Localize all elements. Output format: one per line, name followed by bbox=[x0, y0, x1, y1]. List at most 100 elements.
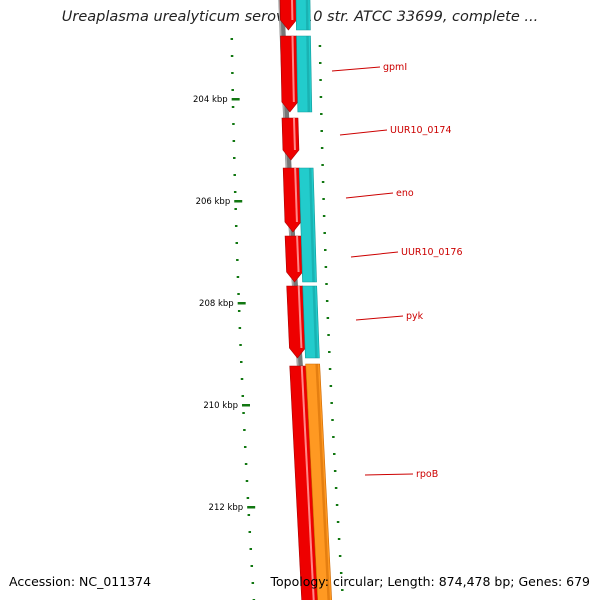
feature-band-shade bbox=[312, 285, 318, 359]
ruler-dot bbox=[234, 225, 238, 227]
feature-band-shade bbox=[315, 363, 330, 600]
inner-dot bbox=[339, 572, 343, 574]
ruler-dot bbox=[246, 497, 250, 499]
ruler-dot bbox=[232, 123, 235, 125]
inner-dot bbox=[320, 130, 323, 132]
inner-dot bbox=[319, 79, 322, 81]
cds-arrow[interactable] bbox=[286, 285, 306, 359]
label-leader bbox=[364, 473, 414, 476]
cds-arrow[interactable] bbox=[281, 117, 300, 161]
inner-dot bbox=[337, 538, 341, 540]
ruler-dot bbox=[240, 361, 243, 363]
kbp-tick bbox=[231, 98, 240, 101]
tick-dots bbox=[230, 38, 344, 600]
cds-highlight bbox=[296, 235, 300, 273]
inner-dot bbox=[326, 317, 330, 319]
gene-features bbox=[279, 0, 332, 600]
inner-dot bbox=[333, 470, 337, 472]
inner-dot bbox=[322, 198, 325, 200]
ruler-dot bbox=[236, 276, 240, 278]
inner-dot bbox=[318, 62, 322, 64]
ruler-dot bbox=[250, 565, 254, 567]
gene-label[interactable]: eno bbox=[396, 188, 414, 199]
label-leader bbox=[331, 66, 381, 72]
feature-band-shade bbox=[306, 35, 311, 113]
kbp-tick-label: 208 kbp bbox=[199, 299, 234, 309]
inner-dot bbox=[321, 181, 325, 183]
ruler-dot bbox=[234, 208, 237, 210]
inner-dot bbox=[324, 266, 328, 268]
kbp-tick-label: 210 kbp bbox=[203, 401, 238, 411]
cds-highlight bbox=[300, 365, 315, 600]
ruler-dot bbox=[244, 463, 248, 465]
label-leader bbox=[345, 192, 394, 199]
ruler-dot bbox=[233, 174, 236, 176]
ruler-dot bbox=[239, 344, 242, 346]
cds-arrow[interactable] bbox=[280, 35, 299, 113]
inner-dot bbox=[332, 436, 335, 438]
cds-arrow[interactable] bbox=[282, 167, 302, 233]
inner-dot bbox=[341, 589, 344, 591]
label-leaders bbox=[331, 66, 414, 476]
inner-dot bbox=[328, 368, 332, 370]
ruler-dot bbox=[231, 72, 234, 74]
inner-dot bbox=[320, 113, 323, 115]
ruler-dot bbox=[241, 395, 245, 397]
ruler-dot bbox=[235, 242, 239, 244]
ruler-dot bbox=[233, 157, 236, 159]
inner-dot bbox=[320, 147, 324, 149]
inner-dot bbox=[327, 334, 330, 336]
kbp-tick bbox=[241, 404, 250, 407]
accession-text: Accession: NC_011374 bbox=[9, 574, 152, 589]
label-leader bbox=[350, 251, 399, 258]
ruler-dot bbox=[243, 429, 246, 431]
inner-dot bbox=[328, 351, 331, 353]
inner-dot bbox=[325, 300, 329, 302]
gene-label[interactable]: UUR10_0176 bbox=[401, 247, 463, 258]
ruler-dot bbox=[233, 191, 237, 193]
ruler-dot bbox=[230, 38, 234, 40]
kbp-ticks: 204 kbp 206 kbp 208 kbp 210 kbp 212 kbp bbox=[193, 95, 256, 513]
kbp-tick-label: 206 kbp bbox=[196, 197, 231, 207]
ruler-dot bbox=[238, 327, 242, 329]
ruler-dot bbox=[243, 446, 247, 448]
ruler-dot bbox=[240, 378, 244, 380]
ruler-dot bbox=[242, 412, 245, 414]
cds-highlight bbox=[291, 35, 295, 103]
ruler-dot bbox=[231, 106, 235, 108]
inner-dot bbox=[334, 487, 338, 489]
inner-dot bbox=[336, 521, 340, 523]
cds-highlight bbox=[294, 167, 298, 223]
feature-band-shade bbox=[308, 167, 315, 283]
kbp-tick-label: 212 kbp bbox=[209, 503, 244, 513]
gene-label[interactable]: pyk bbox=[406, 311, 424, 322]
ruler-dot bbox=[236, 259, 239, 261]
gene-label[interactable]: UUR10_0174 bbox=[390, 125, 452, 136]
cds-highlight bbox=[292, 117, 296, 151]
inner-dot bbox=[323, 232, 326, 234]
inner-dot bbox=[318, 45, 322, 47]
ruler-dot bbox=[230, 55, 234, 57]
label-leader bbox=[339, 129, 388, 136]
inner-dot bbox=[338, 555, 342, 557]
inner-dot bbox=[335, 504, 339, 506]
ruler-dot bbox=[247, 514, 251, 516]
ruler-dot bbox=[232, 140, 236, 142]
inner-dot bbox=[319, 96, 323, 98]
inner-dot bbox=[333, 453, 336, 455]
gene-label[interactable]: rpoB bbox=[416, 469, 438, 480]
label-leader bbox=[355, 315, 404, 321]
ruler-dot bbox=[237, 310, 241, 312]
inner-dot bbox=[329, 385, 333, 387]
kbp-tick bbox=[247, 506, 256, 509]
inner-dot bbox=[325, 283, 328, 285]
ruler-dot bbox=[249, 548, 253, 550]
inner-dot bbox=[321, 164, 324, 166]
inner-dot bbox=[330, 402, 333, 404]
gene-label[interactable]: gpmI bbox=[383, 62, 407, 73]
cds-arrow[interactable] bbox=[284, 235, 303, 283]
ruler-dot bbox=[248, 531, 252, 533]
kbp-tick-label: 204 kbp bbox=[193, 95, 228, 105]
